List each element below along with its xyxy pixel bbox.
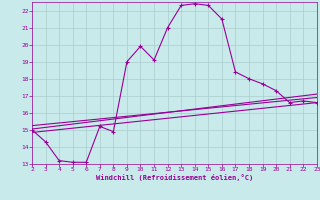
X-axis label: Windchill (Refroidissement éolien,°C): Windchill (Refroidissement éolien,°C) xyxy=(96,174,253,181)
